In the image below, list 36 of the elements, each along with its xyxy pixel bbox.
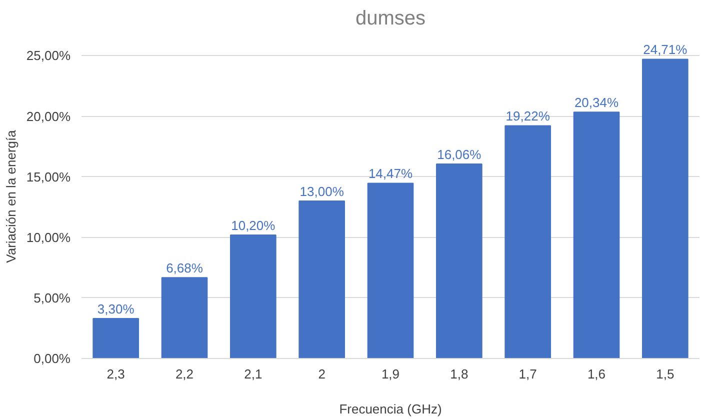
x-tick-label: 1,7 (518, 366, 537, 382)
bar (642, 58, 688, 358)
bar (367, 182, 414, 358)
y-tick-label: 10,00% (26, 230, 71, 245)
x-tick-label: 1,9 (381, 366, 400, 382)
data-label: 19,22% (506, 108, 550, 124)
data-label: 3,30% (97, 302, 135, 317)
x-tick-label: 1,5 (656, 366, 674, 382)
y-tick-label: 25,00% (26, 48, 71, 64)
x-tick-label: 2,1 (244, 366, 262, 382)
x-axis-title: Frecuencia (GHz) (339, 402, 442, 416)
bar (298, 200, 345, 358)
x-tick-label: 2,2 (175, 366, 194, 382)
data-label: 24,71% (643, 42, 688, 58)
y-axis-title: Variación en la energía (3, 129, 18, 263)
y-tick-label: 15,00% (26, 169, 71, 184)
y-tick-label: 20,00% (26, 108, 71, 124)
data-label: 14,47% (368, 166, 413, 182)
bar (161, 277, 208, 358)
x-tick-label: 1,8 (450, 366, 468, 382)
x-tick-label: 2 (318, 366, 326, 382)
data-label: 6,68% (166, 260, 204, 276)
bar (230, 234, 276, 358)
data-label: 10,20% (231, 218, 276, 233)
data-label: 16,06% (437, 146, 482, 162)
x-tick-label: 2,3 (106, 366, 125, 382)
y-tick-label: 0,00% (34, 351, 71, 366)
bar (504, 125, 551, 358)
data-label: 13,00% (300, 184, 344, 200)
y-tick-label: 5,00% (34, 290, 71, 306)
bar (573, 112, 620, 358)
chart-title: dumses (355, 8, 426, 30)
x-tick-label: 1,6 (587, 366, 606, 382)
bar (436, 163, 482, 358)
bar (92, 318, 139, 358)
data-label: 20,34% (574, 95, 619, 110)
